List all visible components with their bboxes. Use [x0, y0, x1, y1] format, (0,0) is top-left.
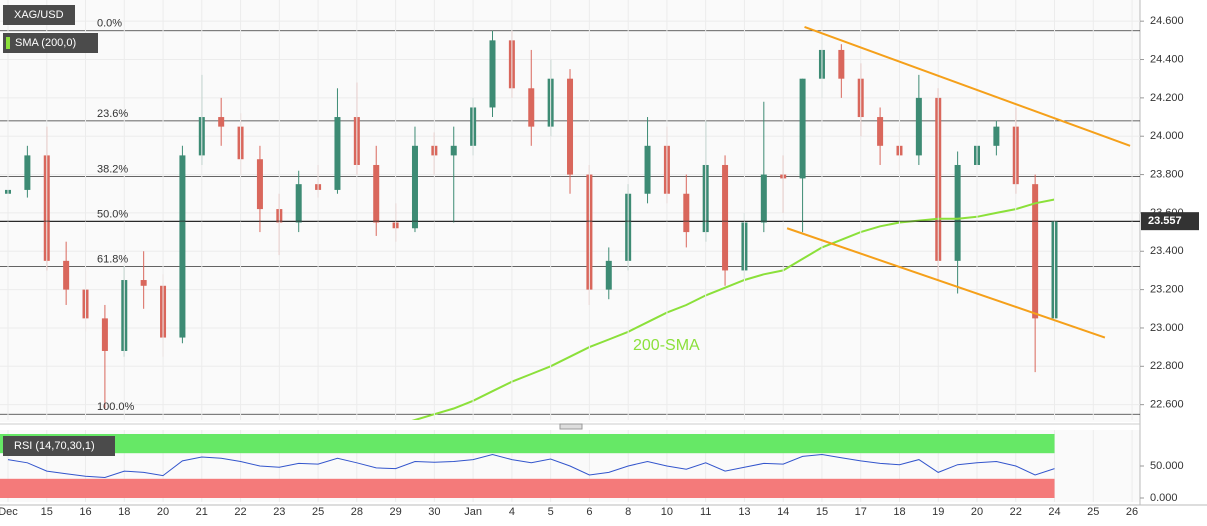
trendline	[786, 227, 1106, 339]
rsi-tick-label: 50.000	[1150, 460, 1184, 472]
candle-body	[528, 88, 535, 127]
fib-label: 100.0%	[97, 401, 135, 413]
candle-body	[24, 155, 31, 190]
x-tick-label: 13	[738, 506, 750, 518]
y-tick-label: 22.600	[1150, 399, 1184, 411]
candle-body	[179, 155, 186, 338]
y-tick-label: 24.600	[1150, 15, 1184, 27]
candle-body	[683, 193, 690, 233]
fib-label: 23.6%	[97, 108, 128, 120]
x-tick-label: 22	[1010, 506, 1022, 518]
candle-body	[334, 117, 341, 190]
last-price-tag	[1141, 212, 1199, 231]
last-price-label: 23.557	[1148, 215, 1182, 227]
candle-body	[838, 49, 845, 79]
x-tick-label: 16	[79, 506, 91, 518]
x-tick-label: 22	[234, 506, 246, 518]
x-tick-label: 25	[312, 506, 324, 518]
y-tick-label: 23.800	[1150, 168, 1184, 180]
y-tick-label: 23.000	[1150, 322, 1184, 334]
legend-title: XAG/USD	[14, 9, 64, 21]
sma-line	[411, 198, 1055, 420]
x-tick-label: 5	[548, 506, 554, 518]
trendline	[804, 25, 1131, 147]
plot-area	[0, 20, 1140, 420]
fib-label: 50.0%	[97, 208, 128, 220]
legend-label: SMA (200,0)	[15, 37, 76, 49]
x-tick-label: 15	[41, 506, 53, 518]
oversold-band	[0, 478, 1055, 498]
x-tick-label: 19	[932, 506, 944, 518]
overbought-band	[0, 434, 1055, 454]
candle-body	[760, 174, 767, 223]
candle-body	[140, 280, 147, 286]
y-tick-label: 24.000	[1150, 130, 1184, 142]
candle-body	[489, 40, 496, 108]
candle-body	[218, 117, 225, 127]
legend-box	[3, 5, 75, 25]
y-tick-label: 24.400	[1150, 53, 1184, 65]
candle-body	[915, 97, 922, 156]
sma-annotation: 200-SMA	[633, 337, 700, 354]
x-tick-label: Jan	[464, 506, 482, 518]
resize-handle[interactable]	[559, 423, 583, 430]
x-tick-label: 20	[971, 506, 983, 518]
fib-label: 61.8%	[97, 254, 128, 266]
candle-body	[1032, 184, 1039, 319]
x-tick-label: 20	[157, 506, 169, 518]
x-tick-label: 21	[196, 506, 208, 518]
x-tick-label: 6	[586, 506, 592, 518]
x-tick-label: 11	[700, 506, 711, 518]
fib-label: 38.2%	[97, 163, 128, 175]
candle-body	[567, 78, 574, 175]
x-tick-label: 4	[509, 506, 515, 518]
rsi-line	[7, 453, 1055, 479]
y-tick-label: 23.200	[1150, 284, 1184, 296]
x-tick-label: Dec	[0, 506, 18, 518]
x-tick-label: 24	[1048, 506, 1060, 518]
legend-box	[3, 33, 98, 53]
x-tick-label: 23	[273, 506, 285, 518]
candle-body	[993, 126, 1000, 146]
y-tick-label: 24.200	[1150, 92, 1184, 104]
y-tick-label: 22.800	[1150, 360, 1184, 372]
x-tick-label: 8	[625, 506, 631, 518]
x-tick-label: 30	[428, 506, 440, 518]
rsi-legend: RSI (14,70,30,1)	[14, 440, 95, 452]
candle-body	[450, 145, 457, 156]
x-tick-label: 29	[389, 506, 401, 518]
x-tick-label: 15	[816, 506, 828, 518]
x-tick-label: 18	[118, 506, 130, 518]
candle-body	[722, 164, 729, 271]
y-tick-label: 23.400	[1150, 245, 1184, 257]
x-tick-label: 17	[855, 506, 867, 518]
price-panel	[0, 0, 1140, 422]
candle-body	[295, 184, 302, 223]
candle-body	[101, 318, 108, 351]
candle-body	[411, 145, 418, 229]
legend-swatch	[6, 37, 10, 49]
candle-body	[63, 260, 70, 290]
candle-body	[799, 78, 806, 179]
rsi-tick-label: 0.000	[1150, 492, 1178, 504]
candle-body	[605, 260, 612, 290]
x-tick-label: 14	[777, 506, 789, 518]
x-tick-label: 25	[1087, 506, 1099, 518]
x-tick-label: 28	[351, 506, 363, 518]
x-tick-label: 18	[893, 506, 905, 518]
legend-box	[3, 436, 115, 456]
fib-label: 0.0%	[97, 18, 122, 30]
candle-body	[644, 145, 651, 194]
x-tick-label: 10	[661, 506, 673, 518]
candle-body	[954, 164, 961, 261]
candle-body	[877, 117, 884, 146]
candle-body	[373, 164, 380, 223]
x-tick-label: 26	[1126, 506, 1138, 518]
candle-body	[256, 159, 263, 210]
